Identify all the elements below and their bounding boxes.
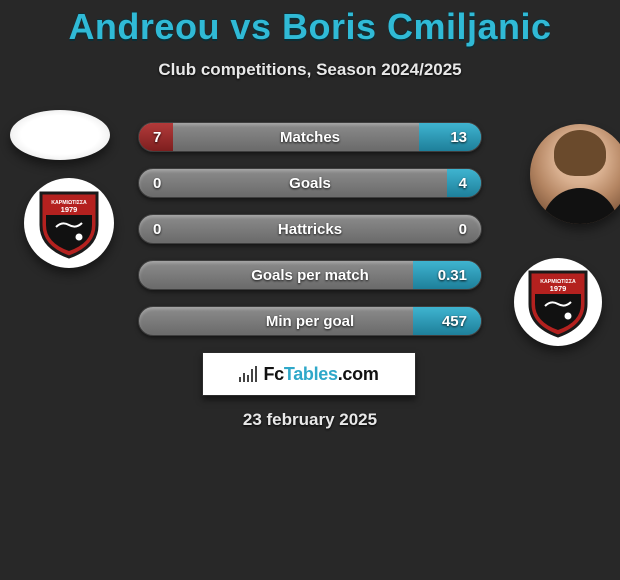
stat-right-value: 13	[450, 123, 467, 151]
stat-row: Goals per match0.31	[138, 260, 482, 290]
player-a-club-badge: ΚΑΡΜΙΩΤΙΣΣΑ 1979	[24, 178, 114, 268]
stat-row: 0Goals4	[138, 168, 482, 198]
stat-label: Goals	[139, 169, 481, 197]
player-b-club-badge: ΚΑΡΜΙΩΤΙΣΣΑ 1979	[514, 258, 602, 346]
shield-icon: ΚΑΡΜΙΩΤΙΣΣΑ 1979	[527, 266, 589, 338]
stat-label: Matches	[139, 123, 481, 151]
stat-label: Hattricks	[139, 215, 481, 243]
player-b-photo	[530, 124, 620, 224]
svg-text:1979: 1979	[61, 205, 78, 214]
stat-right-value: 4	[459, 169, 467, 197]
page-title: Andreou vs Boris Cmiljanic	[0, 0, 620, 48]
stat-label: Min per goal	[139, 307, 481, 335]
stat-row: 0Hattricks0	[138, 214, 482, 244]
subtitle: Club competitions, Season 2024/2025	[0, 60, 620, 80]
svg-text:1979: 1979	[550, 284, 567, 293]
chart-bars-icon	[239, 366, 257, 382]
stats-panel: 7Matches130Goals40Hattricks0Goals per ma…	[138, 122, 482, 352]
fctables-logo[interactable]: FcTables.com	[202, 352, 416, 396]
stat-label: Goals per match	[139, 261, 481, 289]
player-a-photo-placeholder	[10, 110, 110, 160]
date-generated: 23 february 2025	[0, 410, 620, 430]
logo-text: FcTables.com	[263, 364, 378, 385]
stat-right-value: 0	[459, 215, 467, 243]
shield-icon: ΚΑΡΜΙΩΤΙΣΣΑ 1979	[38, 187, 100, 259]
stat-right-value: 0.31	[438, 261, 467, 289]
comparison-card: Andreou vs Boris Cmiljanic Club competit…	[0, 0, 620, 580]
stat-row: Min per goal457	[138, 306, 482, 336]
stat-right-value: 457	[442, 307, 467, 335]
stat-row: 7Matches13	[138, 122, 482, 152]
